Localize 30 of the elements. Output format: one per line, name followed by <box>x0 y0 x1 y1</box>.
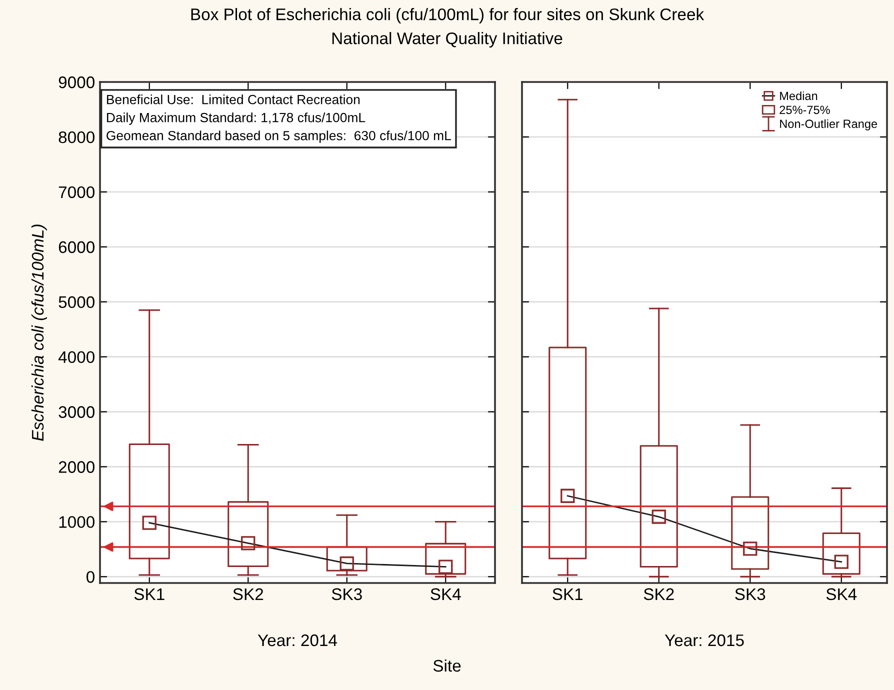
y-tick-label: 7000 <box>58 186 94 198</box>
y-axis-title: Escherichia coli (cfus/100mL) <box>31 224 47 441</box>
chart-title: Box Plot of Escherichia coli (cfu/100mL) for four sites on Skunk Creek <box>191 8 704 24</box>
text: Site <box>433 659 461 672</box>
y-tick-label: 2000 <box>58 461 94 473</box>
y-tick-label: 6000 <box>58 241 94 254</box>
y-tick-label: 9000 <box>58 76 94 88</box>
annotation: Geomean Standard based on 5 samples: 630 cfus/100 mL <box>106 130 451 143</box>
x-tick-label: SK4 <box>430 588 461 600</box>
x-tick-label: SK1 <box>552 588 583 600</box>
x-axis-title: Year: 2015 <box>664 634 744 646</box>
x-tick-label: SK4 <box>826 588 857 600</box>
legend-label: 25%-75% <box>780 106 830 114</box>
annotation: Daily Maximum Standard: 1,178 cfus/100mL <box>107 112 366 125</box>
y-tick-label: 0 <box>86 571 94 583</box>
x-tick-label: SK3 <box>332 588 362 600</box>
x-tick-label: SK1 <box>134 588 164 600</box>
x-tick-label: SK2 <box>644 588 674 600</box>
annotation: Non-Outlier Range <box>780 119 878 130</box>
y-tick-label: 1000 <box>59 516 94 528</box>
legend-label: Median <box>780 91 818 100</box>
y-tick-label: 4000 <box>58 351 94 364</box>
chart-subtitle: National Water Quality Initiative <box>332 32 562 48</box>
y-tick-label: 8000 <box>58 131 94 144</box>
annotation: Beneficial Use: Limited Contact Recreation <box>107 94 360 104</box>
y-tick-label: 5000 <box>58 296 94 308</box>
y-tick-label: 3000 <box>58 406 94 418</box>
x-tick-label: SK2 <box>233 588 264 600</box>
x-tick-label: SK3 <box>735 588 766 600</box>
x-axis-title: Year: 2014 <box>258 634 338 646</box>
